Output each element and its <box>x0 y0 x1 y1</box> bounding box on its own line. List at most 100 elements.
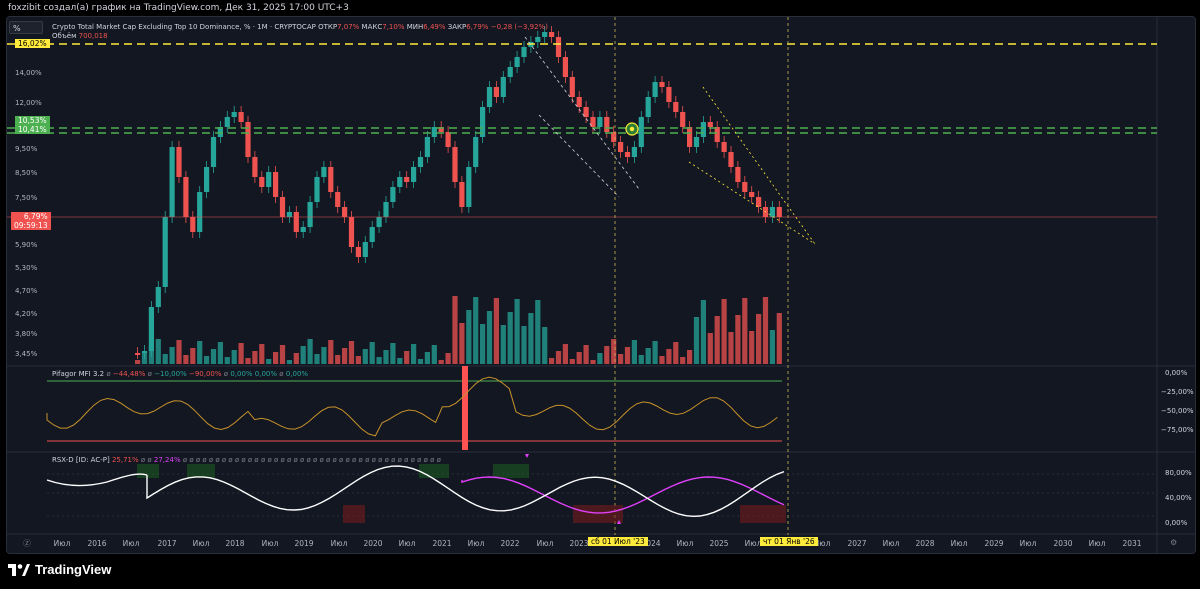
volume-bar <box>411 344 417 364</box>
mfi-spike-bar <box>462 366 468 450</box>
volume-bar <box>652 341 658 364</box>
volume-bar <box>735 315 741 364</box>
candle-body <box>507 67 513 77</box>
time-axis-label: 2019 <box>294 539 313 548</box>
volume-bar <box>217 342 223 364</box>
mfi-line <box>46 376 778 437</box>
candle-body <box>700 122 706 137</box>
volume-bar <box>231 350 237 364</box>
tradingview-logo[interactable]: TradingView <box>8 562 111 577</box>
timezone-icon[interactable]: Ⓩ <box>23 539 31 548</box>
candle-body <box>555 37 562 57</box>
volume-bar <box>521 326 527 364</box>
crosshair-time-badge: сб 01 Июл '23 <box>588 537 648 546</box>
candle-body <box>238 112 244 122</box>
volume-bar <box>376 357 382 364</box>
tradingview-logo-icon <box>8 563 30 576</box>
volume-bar <box>776 313 782 364</box>
volume-bar <box>135 360 141 364</box>
candle-body <box>376 217 382 227</box>
volume-bar <box>700 300 706 364</box>
price-badge-green: 10,53% <box>15 116 50 125</box>
volume-value: 700,018 <box>78 32 108 40</box>
rsx-overbought-zone <box>137 464 159 478</box>
volume-bar <box>245 358 251 364</box>
chart-canvas[interactable]: Июл 2016 Июл 2017 Июл 2018 Июл 2019 Июл 2020 Июл 20… <box>7 17 1195 553</box>
candle-body <box>473 137 479 167</box>
low-value: 6,49% <box>423 23 446 31</box>
time-axis-label: Июл <box>951 539 968 548</box>
chart-frame[interactable]: Июл 2016 Июл 2017 Июл 2018 Июл 2019 Июл 2020 Июл 20… <box>6 16 1196 554</box>
wedge-upper <box>702 86 816 245</box>
volume-bar <box>169 347 175 364</box>
price-badge-top: 16,02% <box>15 39 50 48</box>
volume-bar <box>417 359 424 364</box>
time-axis-label: 2016 <box>87 539 106 548</box>
candle-body <box>369 227 375 242</box>
volume-bar <box>273 352 279 364</box>
time-axis-label: Июл <box>399 539 416 548</box>
price-badge-current: 6,79% 09:59:13 <box>11 212 51 230</box>
volume-bar <box>693 317 700 364</box>
volume-bar <box>155 339 161 364</box>
volume-bar <box>762 297 769 364</box>
candle-body <box>335 192 341 207</box>
high-value: 7,10% <box>382 23 405 31</box>
volume-bar <box>459 323 465 364</box>
volume-bar <box>638 355 644 364</box>
volume-bar <box>555 351 562 364</box>
candle-body <box>590 117 596 127</box>
candle-body <box>176 147 182 177</box>
mfi-axis-label: −25,00% <box>1161 388 1194 396</box>
price-axis-label: 9,50% <box>15 145 38 153</box>
time-axis-label: 2025 <box>709 539 728 548</box>
volume-bar <box>390 343 396 364</box>
candle-body <box>707 122 713 127</box>
candle-body <box>493 87 499 97</box>
symbol-search-box[interactable]: % <box>9 21 43 34</box>
mfi-axis-label: −75,00% <box>1161 426 1194 434</box>
volume-bar <box>576 352 582 364</box>
volume-bar <box>197 341 203 364</box>
volume-bar <box>631 340 637 364</box>
price-axis-label: 5,90% <box>15 241 38 249</box>
candle-body <box>438 127 444 132</box>
time-axis-label: 2023 <box>569 539 588 548</box>
volume-bar <box>362 349 368 364</box>
time-axis-label: 2027 <box>847 539 866 548</box>
volume-bar <box>424 352 430 364</box>
low-label: МИН <box>406 23 424 31</box>
volume-bar <box>238 343 244 364</box>
rsx-oversold-zone <box>740 505 786 523</box>
volume-bar <box>749 331 755 364</box>
price-axis-label: 4,20% <box>15 310 38 318</box>
mfi-value: 0,00% <box>285 370 309 378</box>
time-axis-label: 2022 <box>500 539 519 548</box>
volume-bar <box>466 310 472 364</box>
mfi-value: 0,00% <box>254 370 278 378</box>
volume-bar <box>542 327 548 364</box>
settings-gear-icon[interactable]: ⚙ <box>1170 538 1178 547</box>
rsx-legend[interactable]: RSX-D [ID: AC-P] 25,71% ø ø 27,24% ø ø ø… <box>52 456 441 464</box>
rsx-oversold-zone <box>343 505 365 523</box>
candle-body <box>714 127 720 142</box>
open-value: 7,07% <box>337 23 360 31</box>
volume-bar <box>673 342 679 364</box>
candle-body <box>645 97 651 117</box>
candle-body <box>190 217 196 232</box>
price-axis-label: 3,45% <box>15 350 38 358</box>
mfi-legend[interactable]: Pifagor MFI 3.2 ø −44,48% ø −10,00% −90,… <box>52 370 309 378</box>
mfi-value: −44,48% <box>112 370 146 378</box>
main-legend: Crypto Total Market Cap Excluding Top 10… <box>52 23 548 31</box>
price-axis-label: 7,50% <box>15 194 38 202</box>
candle-body <box>749 192 755 197</box>
series-title: Crypto Total Market Cap Excluding Top 10… <box>52 23 316 31</box>
candle-body <box>480 107 486 137</box>
volume-bar <box>583 345 589 364</box>
rsx-overbought-zone <box>493 464 529 478</box>
candle-body <box>514 57 520 67</box>
volume-bar <box>480 324 486 364</box>
mfi-value: 0,00% <box>230 370 253 378</box>
time-axis-label: Июл <box>883 539 900 548</box>
volume-bar <box>645 348 651 364</box>
